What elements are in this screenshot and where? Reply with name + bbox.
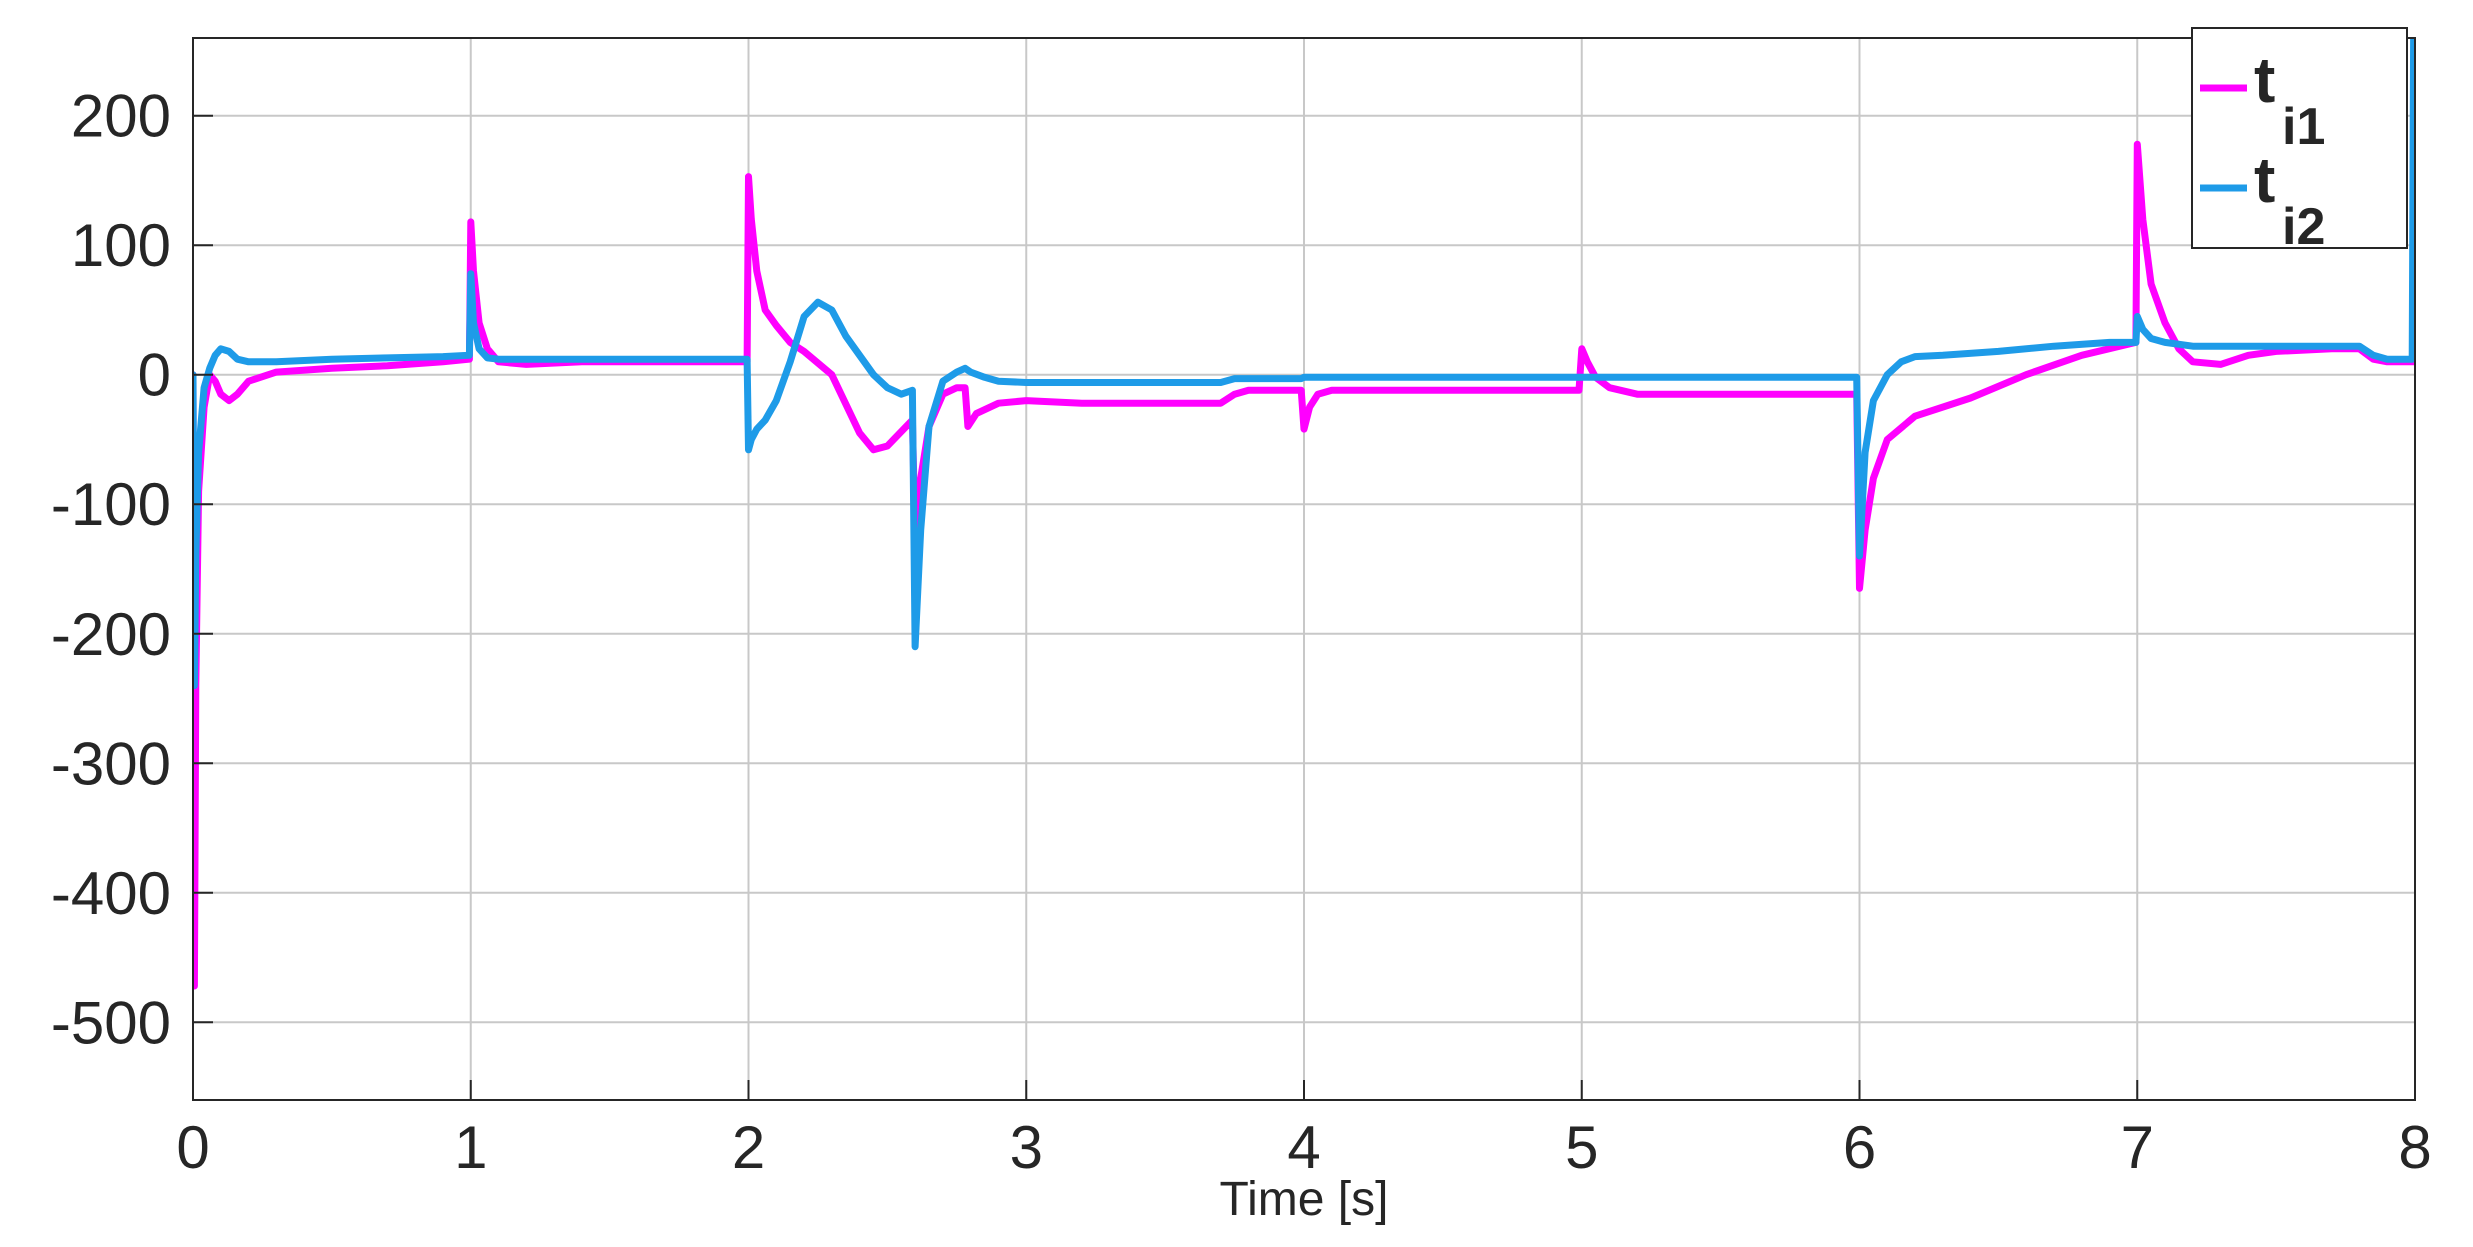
legend-label-subscript: i2 [2282,198,2325,256]
grid [192,38,2416,1100]
x-axis-label: Time [s] [1220,1173,1389,1226]
legend-label: t [2254,144,2275,216]
y-tick-label: -500 [51,989,171,1056]
x-tick-label: 2 [732,1114,765,1181]
x-tick-label: 4 [1287,1114,1320,1181]
legend-label: t [2254,44,2275,116]
y-tick-label: 0 [138,342,171,409]
series-layer [193,38,2415,990]
y-tick-label: -300 [51,730,171,797]
legend-box [2191,27,2408,249]
legend-entry-2[interactable]: ti2 [2200,144,2325,256]
x-tick-label: 6 [1843,1114,1876,1181]
legend-entry-1[interactable]: ti1 [2200,44,2325,156]
tick-labels: 0 1 2 3 4 5 6 7 8 -500 -400 -300 -200 -100 0 100 200 [51,83,2432,1181]
y-tick-label: 200 [71,83,171,150]
y-tick-label: -100 [51,471,171,538]
x-tick-label: 0 [176,1114,209,1181]
y-tick-label: -400 [51,860,171,927]
x-tick-label: 3 [1010,1114,1043,1181]
series-line-2 [193,38,2415,690]
x-tick-label: 5 [1565,1114,1598,1181]
x-tick-label: 7 [2121,1114,2154,1181]
legend-label-subscript: i1 [2282,98,2325,156]
x-tick-label: 1 [454,1114,487,1181]
series-line-1 [193,140,2415,990]
y-tick-label: -200 [51,601,171,668]
x-tick-label: 8 [2398,1114,2431,1181]
y-tick-label: 100 [71,212,171,279]
